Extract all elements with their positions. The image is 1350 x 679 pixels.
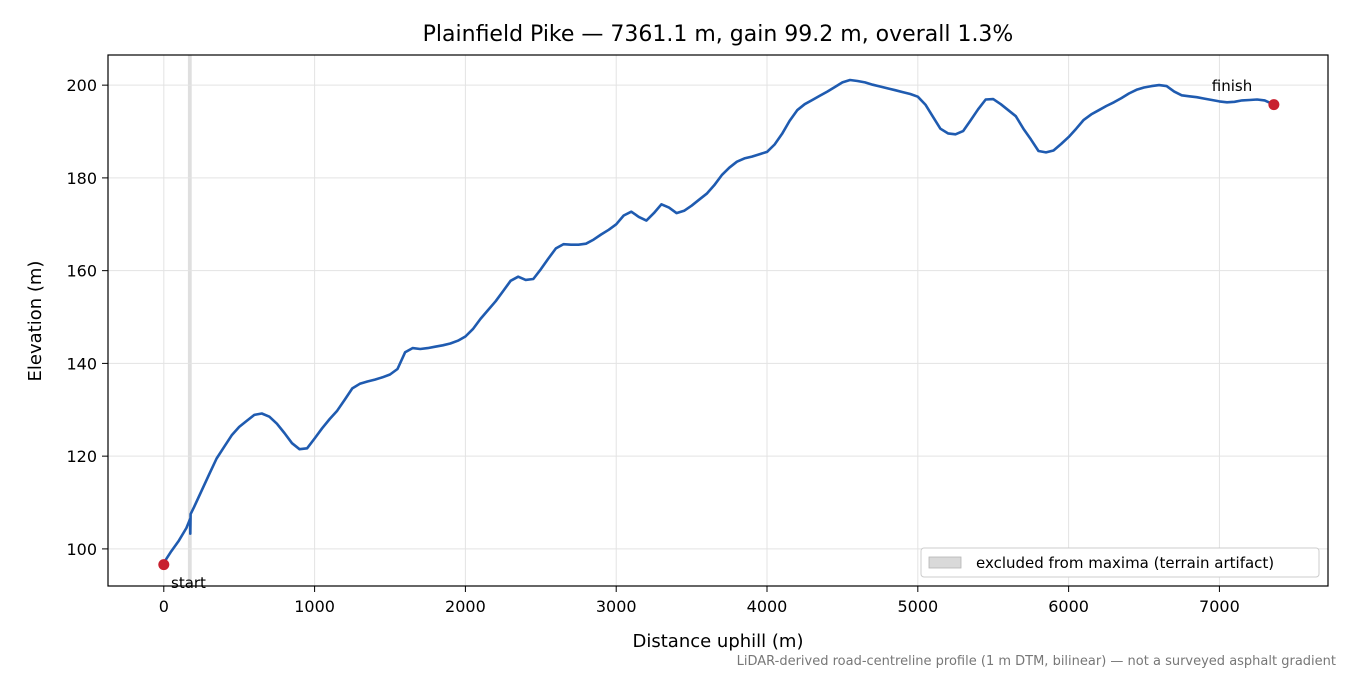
x-tick-label: 7000 [1199,597,1240,616]
legend: excluded from maxima (terrain artifact) [920,547,1320,578]
start-marker [158,559,170,571]
finish-marker [1268,99,1280,111]
series-layer [162,78,1276,565]
y-tick-label: 200 [66,76,97,95]
x-tick-label: 0 [159,597,169,616]
x-tick-label: 6000 [1048,597,1089,616]
excluded-band [187,55,192,586]
legend-box [920,547,1320,578]
x-axis-label: Distance uphill (m) [633,631,804,652]
x-tick-label: 2000 [445,597,486,616]
grid-layer [108,55,1328,586]
y-tick-label: 180 [66,169,97,188]
y-tick-label: 140 [66,354,97,373]
x-tick-label: 1000 [294,597,335,616]
x-tick-label: 3000 [596,597,637,616]
y-tick-label: 120 [66,447,97,466]
x-tick-label: 4000 [747,597,788,616]
start-annotation: start [171,574,206,592]
marker-layer [158,99,1280,571]
y-tick-label: 100 [66,540,97,559]
legend-swatch-excluded [928,556,962,569]
axis-ticks: 0 1000 2000 3000 4000 5000 6000 7000 100 120 140 16… [66,76,1239,616]
plot-frame [107,54,1329,587]
footnote: LiDAR-derived road-centreline profile (1… [737,654,1336,669]
legend-label-excluded: excluded from maxima (terrain artifact) [976,554,1274,572]
excluded-band-layer [187,55,192,586]
x-tick-label: 5000 [897,597,938,616]
chart-title: Plainfield Pike — 7361.1 m, gain 99.2 m,… [423,22,1014,47]
finish-annotation: finish [1212,77,1252,95]
elevation-line [162,78,1276,565]
y-tick-label: 160 [66,262,97,281]
y-axis-label: Elevation (m) [25,261,46,382]
